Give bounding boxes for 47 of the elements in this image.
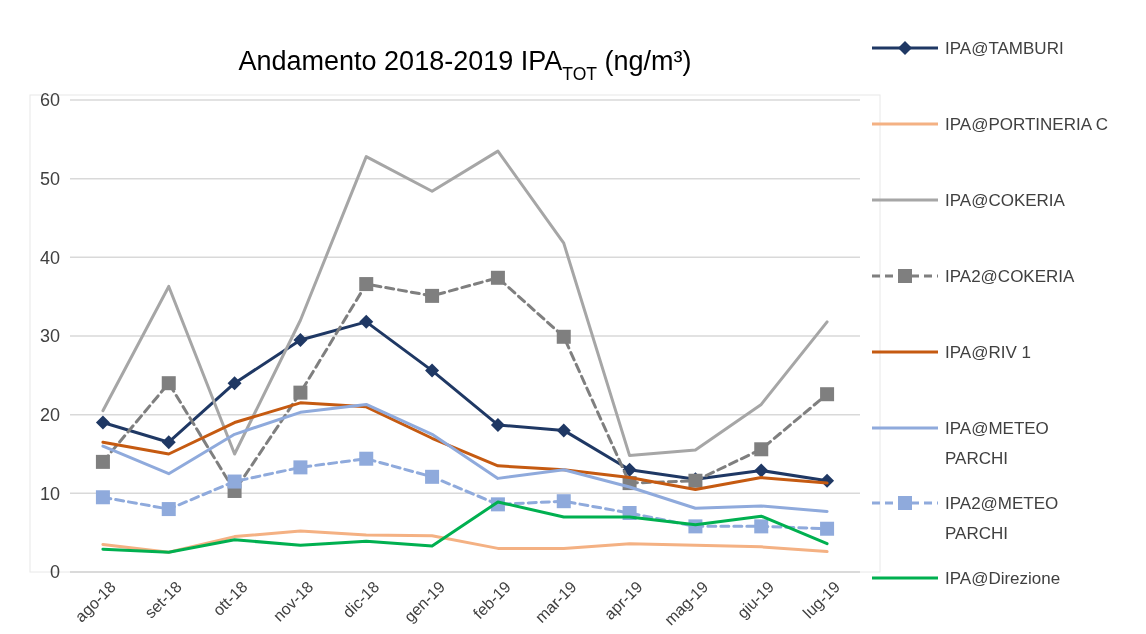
point (227, 376, 242, 391)
point (820, 387, 835, 402)
point (227, 474, 242, 489)
legend-label: IPA2@COKERIA (945, 266, 1076, 286)
point (556, 329, 571, 344)
point (359, 277, 374, 292)
point (161, 435, 176, 450)
point (293, 385, 308, 400)
line-series (101, 402, 829, 513)
point (820, 521, 835, 536)
point (556, 494, 571, 509)
point (425, 363, 440, 378)
legend-label: IPA@TAMBURI (945, 38, 1064, 58)
point (95, 454, 110, 469)
legend-label: IPA@RIV 1 (945, 342, 1031, 362)
point (95, 415, 110, 430)
point (95, 490, 110, 505)
y-tick-label: 10 (39, 483, 60, 504)
point (293, 460, 308, 475)
point (754, 442, 769, 457)
line-series (101, 529, 829, 554)
point (161, 502, 176, 517)
y-tick-label: 30 (39, 326, 60, 347)
legend-label: IPA@COKERIA (945, 190, 1066, 210)
y-tick-label: 40 (39, 247, 60, 268)
point (490, 417, 505, 432)
chart-title: Andamento 2018-2019 IPA$_{TOT}$ (ng/m³) (238, 46, 692, 84)
y-tick-label: 50 (39, 168, 60, 189)
legend-label: IPA@PORTINERIA C (945, 114, 1109, 134)
point (425, 469, 440, 484)
point (293, 332, 308, 347)
y-tick-label: 0 (49, 562, 60, 583)
y-tick-label: 20 (39, 404, 60, 425)
point (359, 314, 374, 329)
point (490, 270, 505, 285)
point (161, 376, 176, 391)
y-tick-label: 60 (39, 90, 60, 111)
point (556, 423, 571, 438)
point (754, 519, 769, 534)
point (359, 451, 374, 466)
point (622, 462, 637, 477)
legend-label: IPA2@METEO PARCHI (945, 493, 1059, 543)
legend-label: IPA@METEO PARCHI (945, 418, 1049, 468)
point (754, 463, 769, 478)
line-series (101, 149, 829, 458)
point (425, 288, 440, 303)
legend-label: IPA@Direzione (945, 568, 1061, 588)
